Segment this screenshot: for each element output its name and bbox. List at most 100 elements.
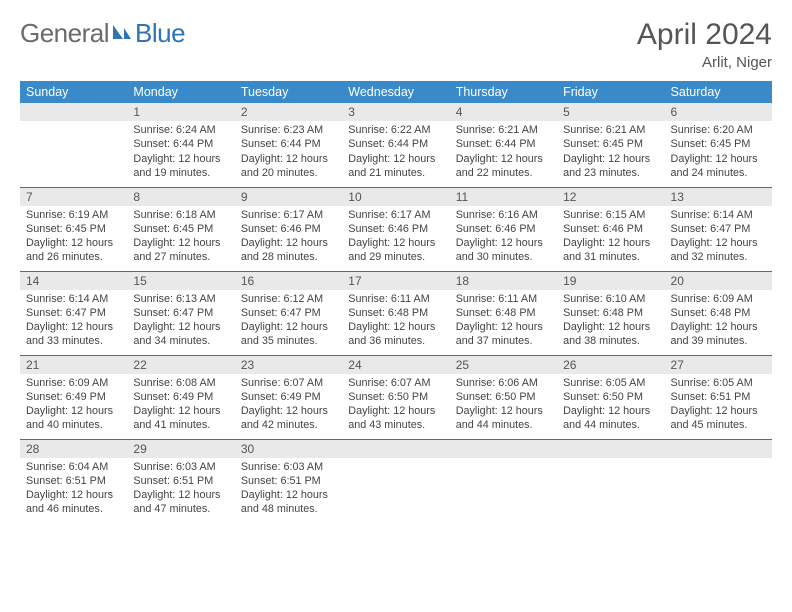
day-number: 1	[127, 103, 234, 121]
day-detail: Sunrise: 6:04 AMSunset: 6:51 PMDaylight:…	[20, 458, 127, 517]
day-detail-line: Sunset: 6:49 PM	[133, 390, 228, 404]
day-number: 26	[557, 356, 664, 374]
day-number: 21	[20, 356, 127, 374]
day-detail-line: Daylight: 12 hours and 44 minutes.	[456, 404, 551, 433]
day-detail-line: Sunrise: 6:21 AM	[456, 123, 551, 137]
day-detail-line: Daylight: 12 hours and 37 minutes.	[456, 320, 551, 349]
day-number: 25	[450, 356, 557, 374]
day-number: 30	[235, 440, 342, 458]
calendar-cell: 5Sunrise: 6:21 AMSunset: 6:45 PMDaylight…	[557, 103, 664, 187]
day-detail: Sunrise: 6:07 AMSunset: 6:50 PMDaylight:…	[342, 374, 449, 433]
day-detail: Sunrise: 6:17 AMSunset: 6:46 PMDaylight:…	[342, 206, 449, 265]
calendar-cell: 29Sunrise: 6:03 AMSunset: 6:51 PMDayligh…	[127, 439, 234, 523]
col-friday: Friday	[557, 81, 664, 103]
day-detail-line: Sunrise: 6:09 AM	[26, 376, 121, 390]
day-detail: Sunrise: 6:22 AMSunset: 6:44 PMDaylight:…	[342, 121, 449, 180]
day-number: 4	[450, 103, 557, 121]
day-detail-line: Sunset: 6:50 PM	[563, 390, 658, 404]
day-detail	[557, 458, 664, 518]
day-detail-line: Daylight: 12 hours and 40 minutes.	[26, 404, 121, 433]
day-number: 10	[342, 188, 449, 206]
day-detail-line: Daylight: 12 hours and 34 minutes.	[133, 320, 228, 349]
day-detail-line: Sunset: 6:44 PM	[348, 137, 443, 151]
day-detail-line: Sunrise: 6:14 AM	[671, 208, 766, 222]
day-detail-line: Sunset: 6:48 PM	[456, 306, 551, 320]
calendar-week: 21Sunrise: 6:09 AMSunset: 6:49 PMDayligh…	[20, 355, 772, 439]
day-detail-line: Daylight: 12 hours and 27 minutes.	[133, 236, 228, 265]
day-detail: Sunrise: 6:21 AMSunset: 6:45 PMDaylight:…	[557, 121, 664, 180]
day-detail-line: Sunrise: 6:22 AM	[348, 123, 443, 137]
day-number: 9	[235, 188, 342, 206]
header: General Blue April 2024 Arlit, Niger	[20, 18, 772, 71]
month-title: April 2024	[637, 18, 772, 52]
day-detail-line: Sunset: 6:47 PM	[241, 306, 336, 320]
day-detail-line: Sunrise: 6:10 AM	[563, 292, 658, 306]
calendar-body: 1Sunrise: 6:24 AMSunset: 6:44 PMDaylight…	[20, 103, 772, 523]
day-detail: Sunrise: 6:17 AMSunset: 6:46 PMDaylight:…	[235, 206, 342, 265]
day-detail-line: Sunrise: 6:23 AM	[241, 123, 336, 137]
calendar-cell	[557, 439, 664, 523]
location: Arlit, Niger	[637, 54, 772, 71]
title-block: April 2024 Arlit, Niger	[637, 18, 772, 71]
day-number: 27	[665, 356, 772, 374]
day-detail-line: Daylight: 12 hours and 32 minutes.	[671, 236, 766, 265]
day-detail-line: Sunset: 6:44 PM	[241, 137, 336, 151]
day-detail-line: Sunset: 6:51 PM	[671, 390, 766, 404]
calendar-cell	[342, 439, 449, 523]
day-detail-line: Sunset: 6:48 PM	[671, 306, 766, 320]
logo-sail-icon	[111, 21, 133, 46]
day-detail-line: Sunset: 6:51 PM	[133, 474, 228, 488]
calendar-cell	[450, 439, 557, 523]
day-detail-line: Sunrise: 6:05 AM	[671, 376, 766, 390]
day-detail-line: Daylight: 12 hours and 39 minutes.	[671, 320, 766, 349]
day-detail-line: Sunrise: 6:07 AM	[348, 376, 443, 390]
day-detail-line: Sunrise: 6:09 AM	[671, 292, 766, 306]
day-detail: Sunrise: 6:14 AMSunset: 6:47 PMDaylight:…	[20, 290, 127, 349]
calendar-cell: 17Sunrise: 6:11 AMSunset: 6:48 PMDayligh…	[342, 271, 449, 355]
calendar-cell: 20 Sunrise: 6:09 AMSunset: 6:48 PMDayligh…	[665, 271, 772, 355]
day-detail	[450, 458, 557, 518]
day-detail-line: Sunrise: 6:03 AM	[133, 460, 228, 474]
day-detail: Sunrise: 6:15 AMSunset: 6:46 PMDaylight:…	[557, 206, 664, 265]
day-detail: Sunrise: 6:10 AMSunset: 6:48 PMDaylight:…	[557, 290, 664, 349]
day-detail-line: Sunset: 6:48 PM	[563, 306, 658, 320]
day-number: 15	[127, 272, 234, 290]
day-detail-line: Sunset: 6:45 PM	[26, 222, 121, 236]
day-detail: Sunrise: 6:12 AMSunset: 6:47 PMDaylight:…	[235, 290, 342, 349]
day-detail	[342, 458, 449, 518]
calendar-cell: 11Sunrise: 6:16 AMSunset: 6:46 PMDayligh…	[450, 187, 557, 271]
calendar-cell: 27Sunrise: 6:05 AMSunset: 6:51 PMDayligh…	[665, 355, 772, 439]
day-detail	[20, 121, 127, 181]
day-number: 8	[127, 188, 234, 206]
calendar-cell: 9Sunrise: 6:17 AMSunset: 6:46 PMDaylight…	[235, 187, 342, 271]
day-detail-line: Daylight: 12 hours and 35 minutes.	[241, 320, 336, 349]
day-detail: Sunrise: 6:03 AMSunset: 6:51 PMDaylight:…	[127, 458, 234, 517]
day-detail-line: Sunrise: 6:19 AM	[26, 208, 121, 222]
day-detail: Sunrise: 6:18 AMSunset: 6:45 PMDaylight:…	[127, 206, 234, 265]
day-detail: Sunrise: 6:16 AMSunset: 6:46 PMDaylight:…	[450, 206, 557, 265]
calendar-cell	[20, 103, 127, 187]
calendar-cell: 1Sunrise: 6:24 AMSunset: 6:44 PMDaylight…	[127, 103, 234, 187]
day-detail-line: Daylight: 12 hours and 42 minutes.	[241, 404, 336, 433]
day-number: 24	[342, 356, 449, 374]
day-number: 20	[665, 272, 772, 290]
day-detail: Sunrise: 6:05 AMSunset: 6:51 PMDaylight:…	[665, 374, 772, 433]
day-detail-line: Daylight: 12 hours and 24 minutes.	[671, 152, 766, 181]
calendar-cell: 15Sunrise: 6:13 AMSunset: 6:47 PMDayligh…	[127, 271, 234, 355]
calendar-cell: 19Sunrise: 6:10 AMSunset: 6:48 PMDayligh…	[557, 271, 664, 355]
day-number: 3	[342, 103, 449, 121]
day-detail-line: Sunset: 6:50 PM	[348, 390, 443, 404]
day-detail-line: Sunset: 6:47 PM	[133, 306, 228, 320]
day-number	[342, 440, 449, 458]
day-detail: Sunrise: 6:06 AMSunset: 6:50 PMDaylight:…	[450, 374, 557, 433]
day-detail-line: Daylight: 12 hours and 23 minutes.	[563, 152, 658, 181]
day-detail-line: Sunset: 6:44 PM	[133, 137, 228, 151]
day-detail-line: Daylight: 12 hours and 20 minutes.	[241, 152, 336, 181]
day-detail-line: Sunset: 6:48 PM	[348, 306, 443, 320]
day-number: 29	[127, 440, 234, 458]
day-detail-line: Sunrise: 6:05 AM	[563, 376, 658, 390]
day-detail-line: Sunrise: 6:15 AM	[563, 208, 658, 222]
calendar-cell: 8Sunrise: 6:18 AMSunset: 6:45 PMDaylight…	[127, 187, 234, 271]
calendar-cell: 23Sunrise: 6:07 AMSunset: 6:49 PMDayligh…	[235, 355, 342, 439]
day-detail-line: Sunset: 6:49 PM	[241, 390, 336, 404]
